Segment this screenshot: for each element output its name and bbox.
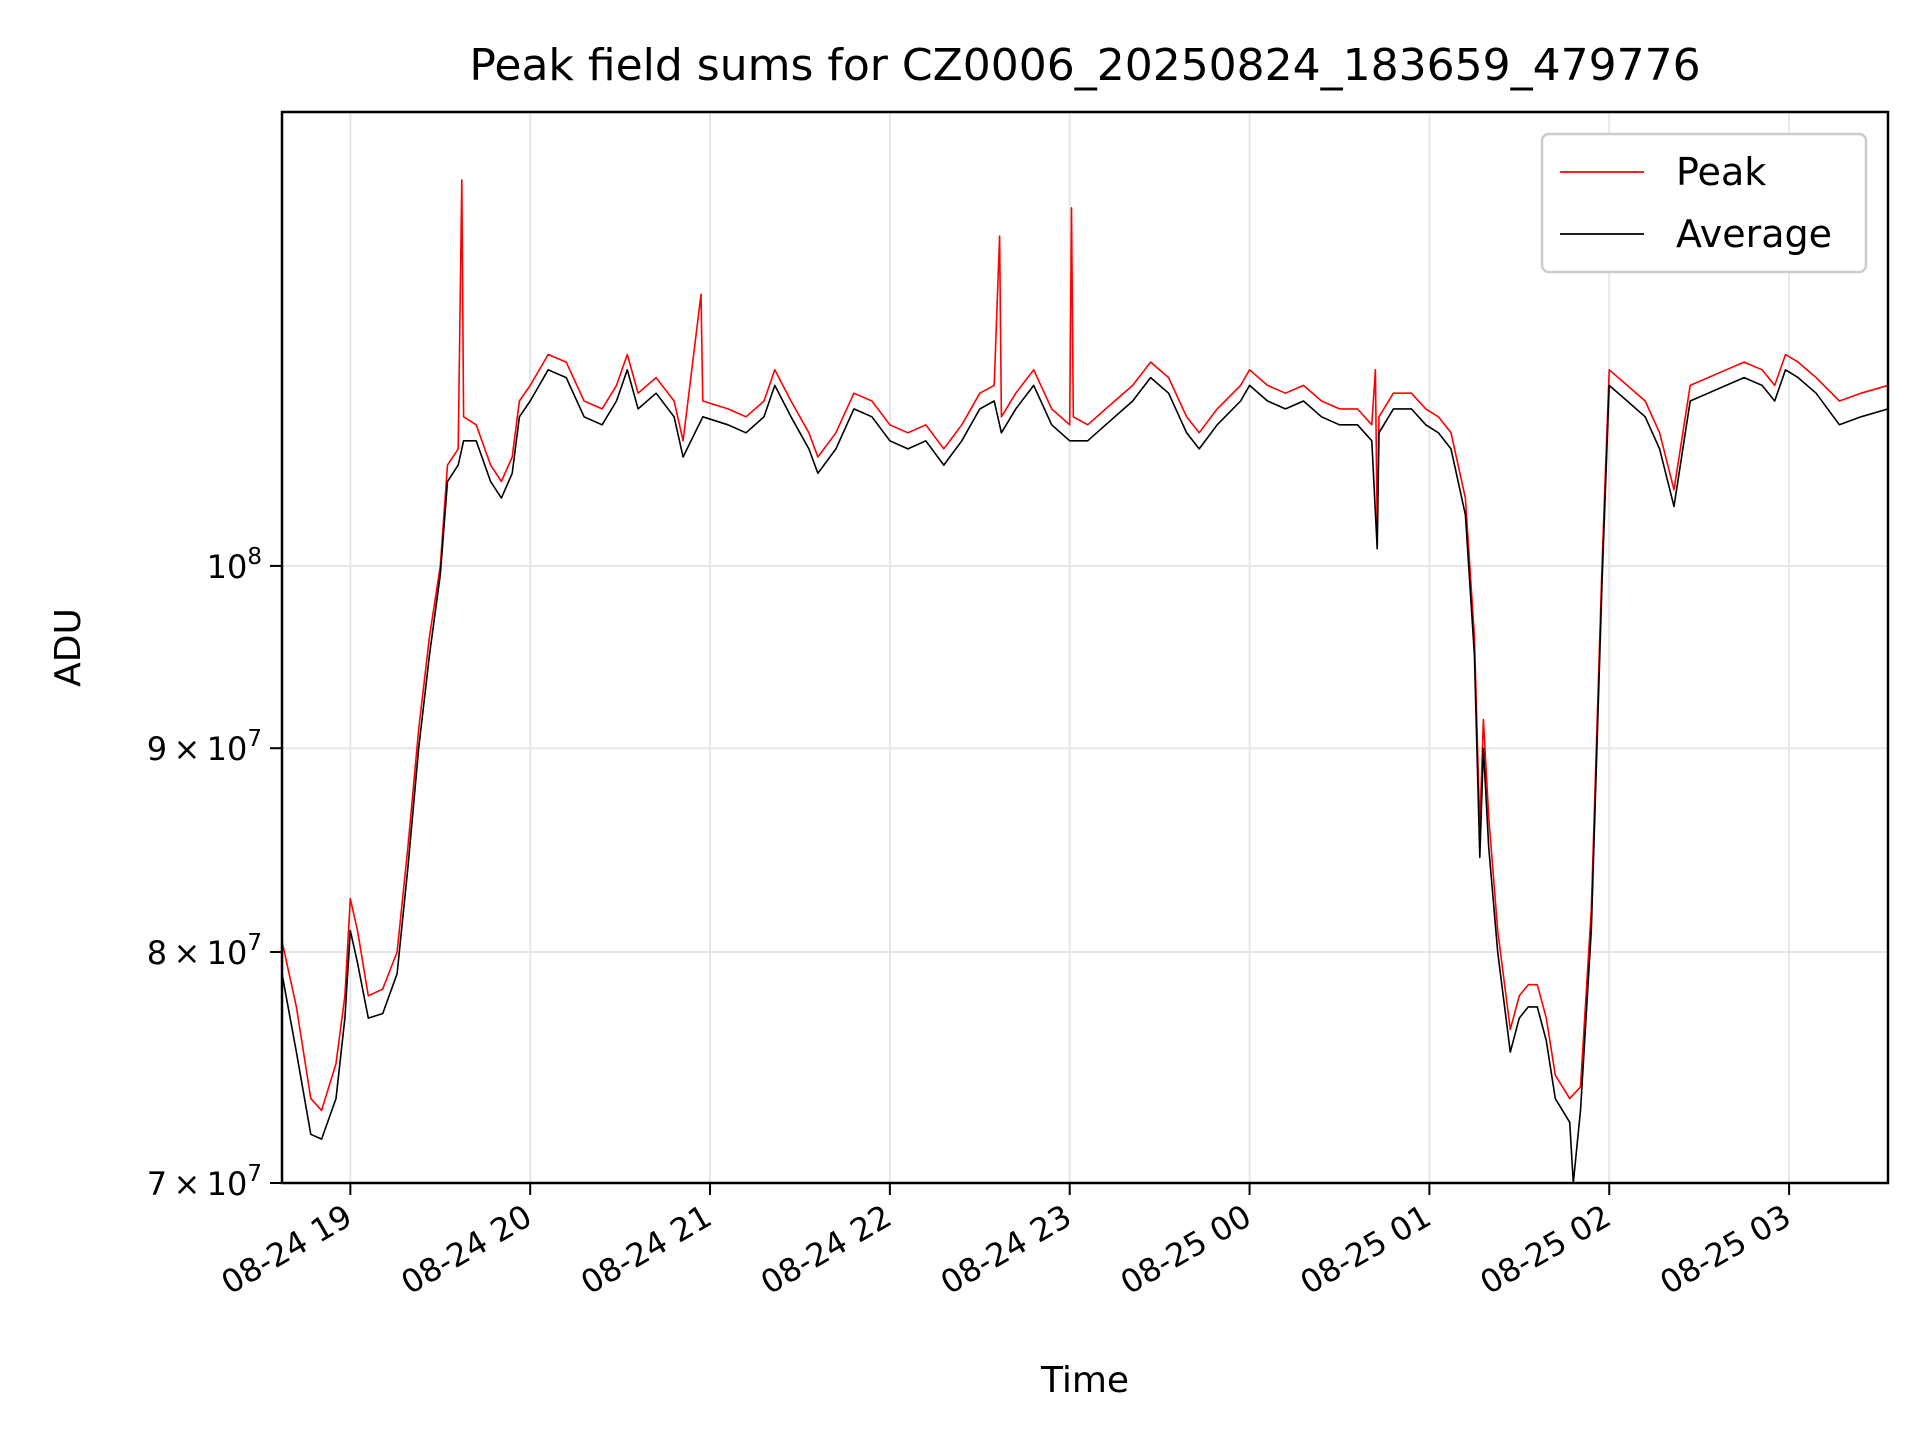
y-axis: 7 × 107 8 × 107 9 × 107 108	[147, 544, 282, 1203]
y-axis-label: ADU	[48, 608, 89, 687]
y-tick-label: 8 × 107	[147, 930, 262, 972]
series-layer	[282, 179, 1888, 1183]
y-tick-label: 7 × 107	[147, 1161, 262, 1203]
plot-frame	[280, 110, 1890, 1185]
series-peak-line	[282, 179, 1888, 1112]
series-average-line	[282, 368, 1888, 1183]
y-tick-label: 108	[207, 544, 262, 586]
y-tick-label: 9 × 107	[147, 726, 262, 768]
legend: Peak Average	[1540, 132, 1868, 274]
legend-box	[1540, 132, 1868, 274]
x-axis-label: Time	[1040, 1360, 1129, 1401]
legend-label-average: Average	[1676, 212, 1832, 256]
chart-title: Peak field sums for CZ0006_20250824_1836…	[469, 40, 1700, 91]
legend-label-peak: Peak	[1676, 150, 1766, 194]
